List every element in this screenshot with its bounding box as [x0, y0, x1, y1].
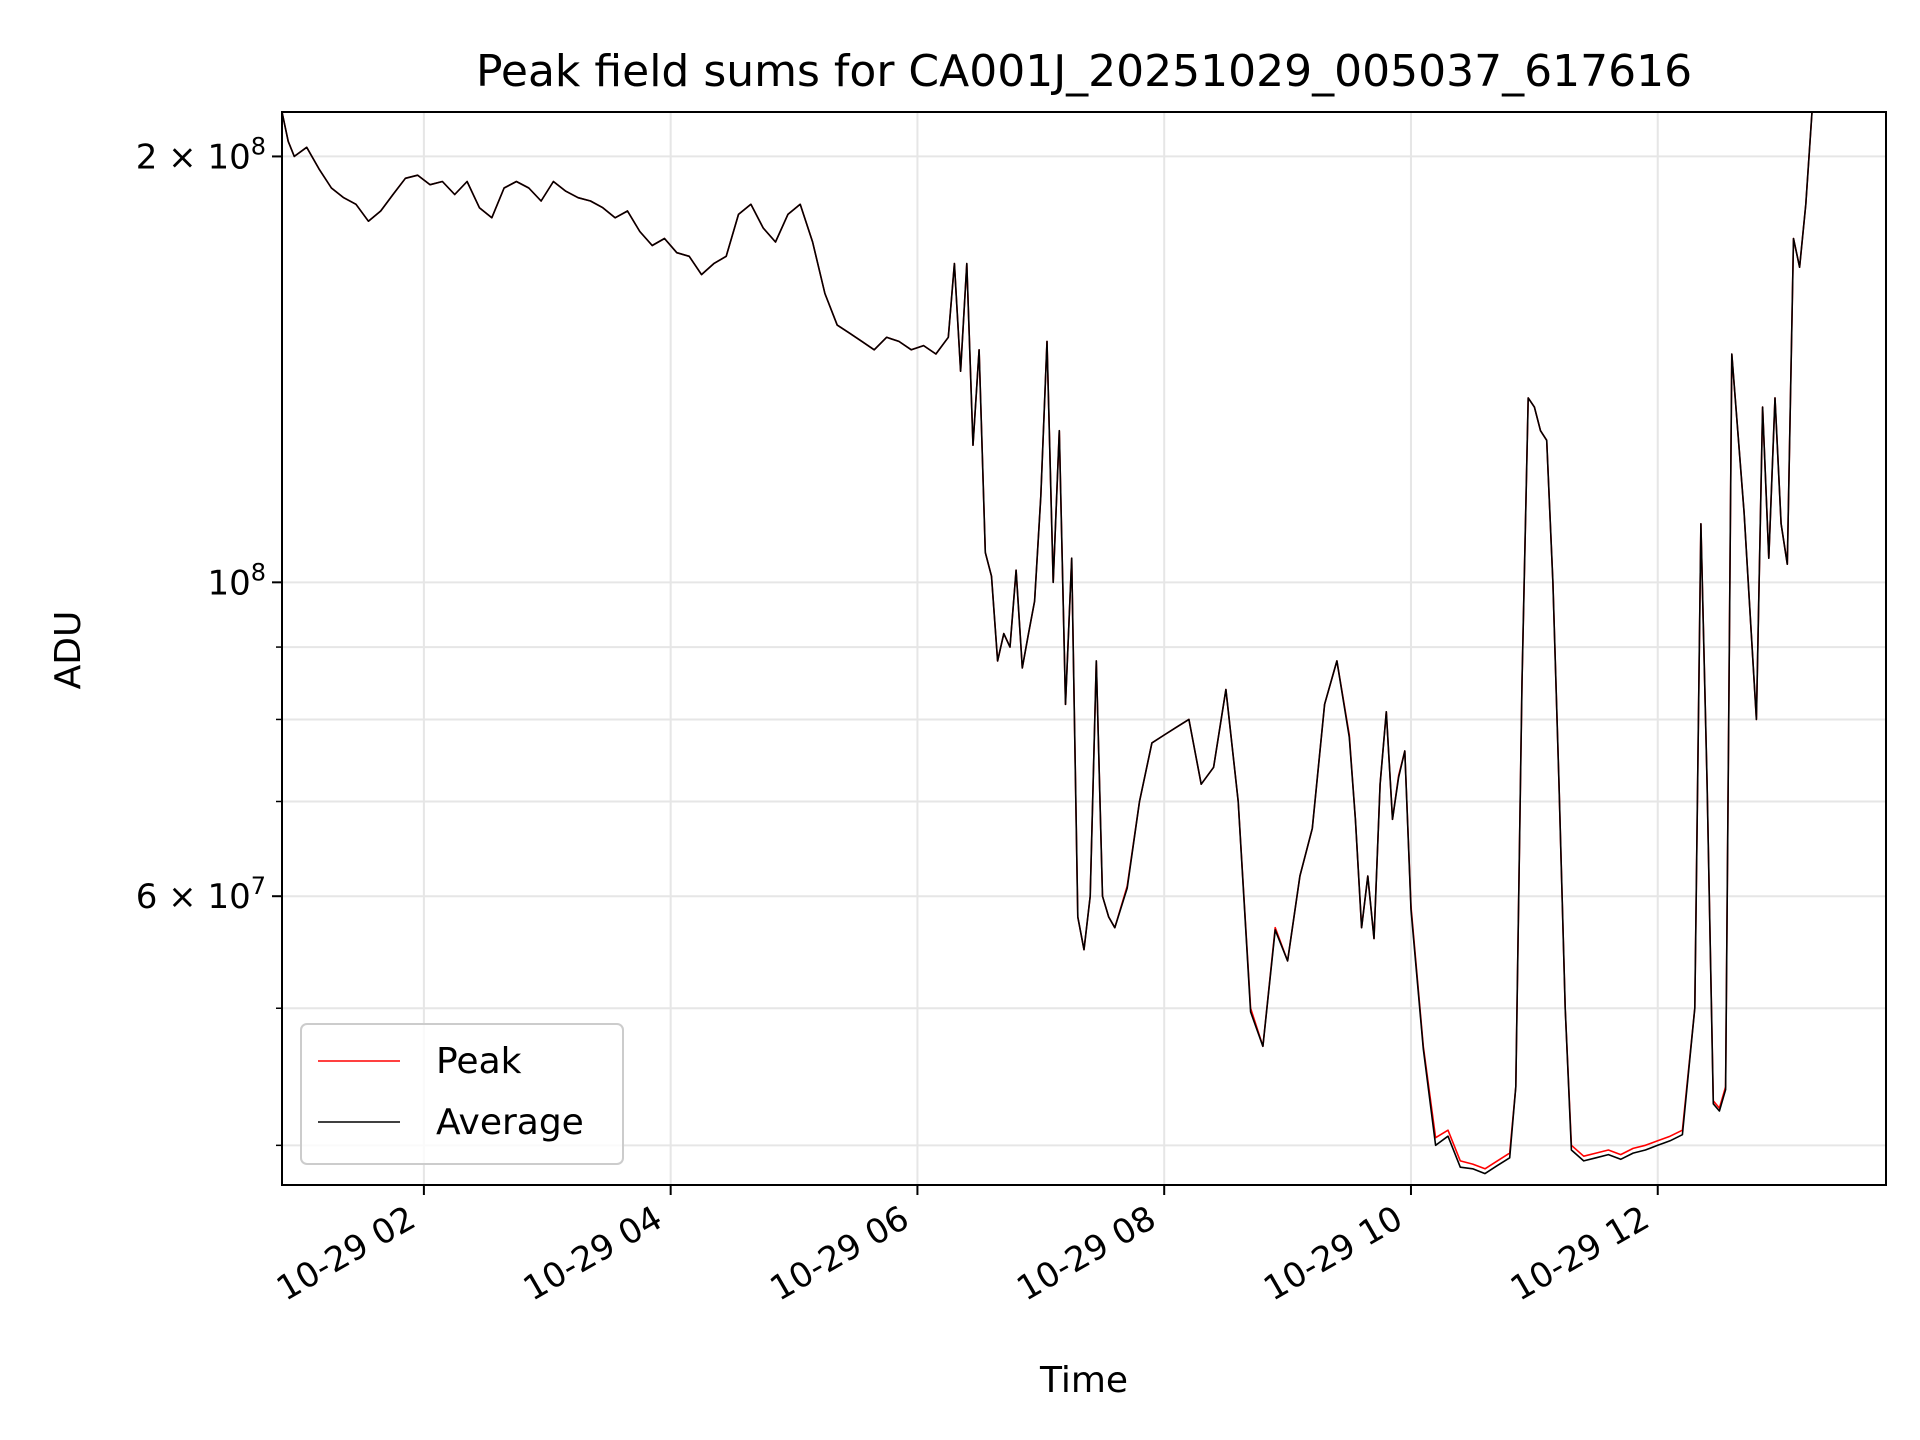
- legend-label-peak: Peak: [436, 1041, 522, 1082]
- series-layer: [282, 112, 1813, 1175]
- y-axis-title: ADU: [48, 611, 89, 690]
- y-tick-label: 6 × 107: [136, 872, 266, 917]
- series-line-average: [282, 112, 1813, 1175]
- y-tick-label: 108: [207, 558, 266, 603]
- plot-frame: [281, 111, 1887, 1186]
- legend: Peak Average: [300, 1023, 624, 1165]
- x-axis-title: Time: [1039, 1360, 1128, 1401]
- chart-title: Peak field sums for CA001J_20251029_0050…: [476, 46, 1692, 97]
- legend-label-average: Average: [436, 1102, 584, 1143]
- y-axis: 2 × 108 108 6 × 107: [136, 132, 282, 1147]
- legend-box: [300, 1023, 624, 1165]
- grid: [282, 112, 1886, 1185]
- y-tick-label: 2 × 108: [136, 132, 266, 177]
